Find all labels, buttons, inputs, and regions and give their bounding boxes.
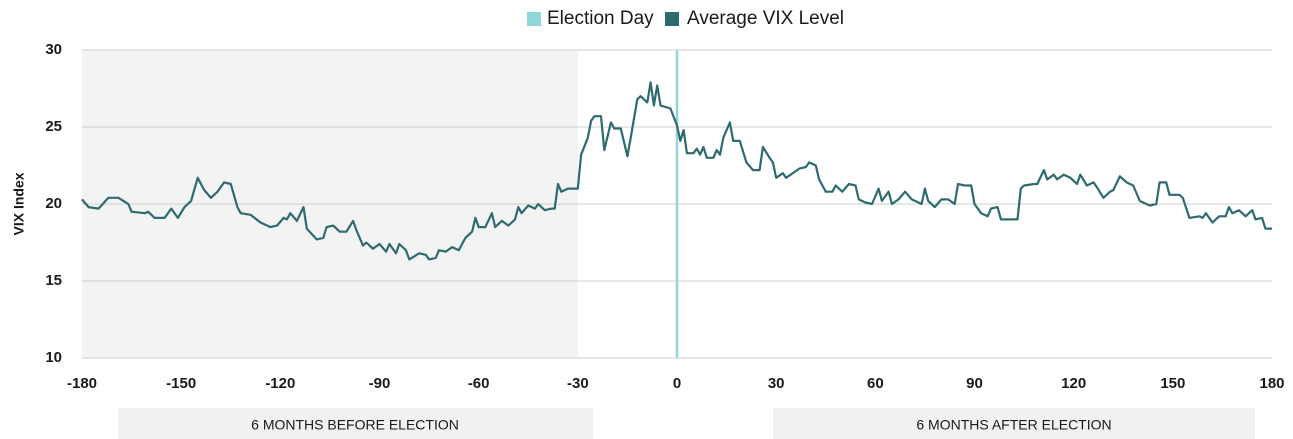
period-label: 6 MONTHS BEFORE ELECTION (251, 417, 459, 433)
x-tick-label: 30 (768, 375, 785, 392)
x-tick-label: -90 (369, 375, 391, 392)
x-tick-label: 180 (1259, 375, 1284, 392)
x-tick-label: 60 (867, 375, 884, 392)
legend-swatch (665, 12, 679, 26)
y-tick-label: 25 (45, 118, 62, 135)
x-tick-label: 120 (1061, 375, 1086, 392)
y-tick-label: 10 (45, 349, 62, 366)
legend-label: Election Day (547, 8, 654, 29)
x-tick-label: -120 (265, 375, 295, 392)
y-tick-label: 15 (45, 272, 62, 289)
data-line (81, 81, 1272, 261)
y-tick-label: 20 (45, 195, 62, 212)
x-tick-label: -180 (67, 375, 97, 392)
x-tick-label: 90 (966, 375, 983, 392)
x-tick-label: 150 (1160, 375, 1185, 392)
y-axis-label: VIX Index (11, 172, 27, 235)
legend-label: Average VIX Level (687, 8, 844, 29)
period-box (118, 408, 593, 439)
x-tick-label: -30 (567, 375, 589, 392)
period-label: 6 MONTHS AFTER ELECTION (916, 417, 1111, 433)
legend: Election Day Average VIX Level (527, 8, 844, 29)
x-tick-label: -150 (166, 375, 196, 392)
period-box (773, 408, 1255, 439)
y-tick-label: 30 (45, 41, 62, 58)
legend-swatch (527, 12, 541, 26)
x-tick-label: -60 (468, 375, 490, 392)
x-tick-label: 0 (673, 375, 681, 392)
